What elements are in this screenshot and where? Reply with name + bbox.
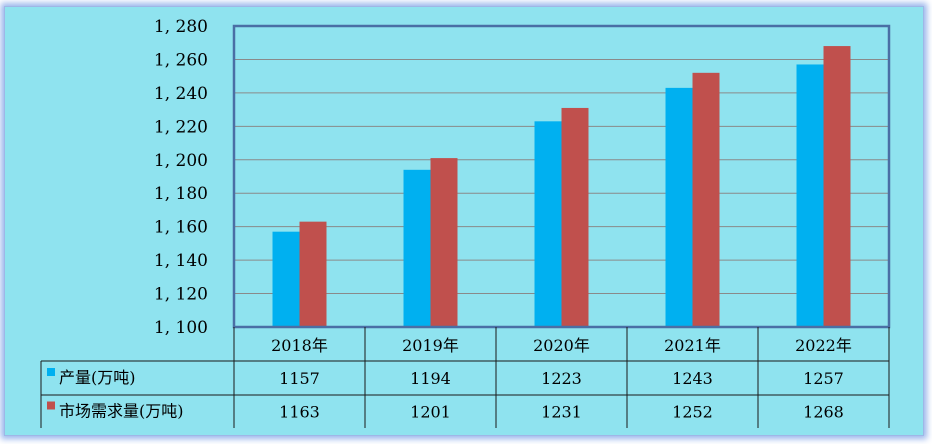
x-tick-label: 2019年 xyxy=(402,336,459,355)
bar-1-2018年 xyxy=(272,231,300,327)
data-table-value: 1243 xyxy=(672,369,713,388)
legend-label-1: 产量(万吨) xyxy=(59,368,136,387)
bar-2-2018年 xyxy=(299,221,327,327)
legend-label-2: 市场需求量(万吨) xyxy=(59,402,184,421)
legend-key-1 xyxy=(47,368,55,376)
data-table-value: 1163 xyxy=(279,403,320,422)
y-tick-label: 1, 140 xyxy=(154,251,208,271)
data-table-value: 1194 xyxy=(410,369,451,388)
x-tick-label: 2022年 xyxy=(795,336,852,355)
y-tick-label: 1, 200 xyxy=(154,151,208,171)
data-table-value: 1231 xyxy=(541,403,582,422)
bar-1-2020年 xyxy=(534,121,562,327)
legend-key-2 xyxy=(47,401,55,410)
y-tick-label: 1, 180 xyxy=(154,184,208,204)
bar-2-2019年 xyxy=(430,158,458,327)
bar-1-2019年 xyxy=(403,169,431,327)
x-tick-label: 2020年 xyxy=(533,336,590,355)
y-tick-label: 1, 160 xyxy=(154,218,208,238)
data-table-value: 1201 xyxy=(410,403,451,422)
data-table-value: 1268 xyxy=(803,403,844,422)
bar-2-2020年 xyxy=(561,107,589,327)
y-tick-label: 1, 100 xyxy=(154,318,208,338)
data-table-value: 1252 xyxy=(672,403,713,422)
x-tick-label: 2018年 xyxy=(271,336,328,355)
data-table-value: 1223 xyxy=(541,369,582,388)
x-tick-label: 2021年 xyxy=(664,336,721,355)
y-tick-label: 1, 220 xyxy=(154,117,208,137)
y-tick-label: 1, 240 xyxy=(154,84,208,104)
y-tick-label: 1, 120 xyxy=(154,285,208,305)
y-tick-label: 1, 280 xyxy=(154,17,208,37)
plot-border xyxy=(232,24,891,329)
y-tick-label: 1, 260 xyxy=(154,50,208,70)
bar-1-2022年 xyxy=(796,64,824,327)
bar-2-2021年 xyxy=(692,72,720,327)
data-table-value: 1157 xyxy=(279,369,320,388)
bar-1-2021年 xyxy=(665,87,693,327)
data-table-value: 1257 xyxy=(803,369,844,388)
bar-2-2022年 xyxy=(823,46,851,328)
